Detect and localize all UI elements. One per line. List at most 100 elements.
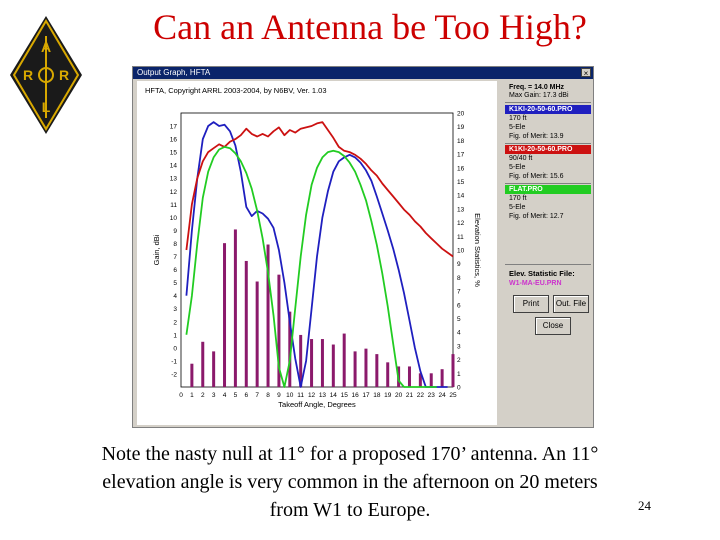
- x-tick-label: 5: [234, 392, 238, 399]
- y-tick-label: 3: [173, 306, 177, 313]
- logo-letter-r-right: R: [59, 67, 69, 83]
- y-tick-label: 6: [173, 267, 177, 274]
- out-file-button[interactable]: Out. File: [553, 295, 589, 313]
- logo-letter-l: L: [42, 99, 51, 115]
- x-tick-label: 9: [277, 392, 281, 399]
- y2-tick-label: 10: [457, 248, 465, 255]
- y2-tick-label: 0: [457, 385, 461, 392]
- series-3-height: 170 ft: [509, 195, 527, 202]
- elevation-stat-bar: [190, 363, 194, 387]
- slide-caption: Note the nasty null at 11° for a propose…: [101, 443, 599, 521]
- series-3-file: FLAT.PRO: [505, 185, 591, 194]
- x-tick-label: 4: [223, 392, 227, 399]
- y2-tick-label: 9: [457, 261, 461, 268]
- series-1-file: K1KI-20-50-60.PRO: [505, 105, 591, 114]
- elevation-stat-bar: [244, 260, 248, 387]
- y-tick-label: -2: [171, 371, 177, 378]
- arrl-diamond-logo: A R R L: [10, 16, 82, 134]
- elevation-stat-bar: [440, 369, 444, 387]
- series-1-height: 170 ft: [509, 115, 527, 122]
- elevation-stat-bar: [364, 348, 368, 387]
- y-axis-label: Gain, dBi: [152, 234, 161, 265]
- hfta-output-window: Output Graph, HFTA × HFTA, Copyright ARR…: [132, 66, 594, 428]
- logo-letter-a: A: [41, 39, 51, 55]
- y-tick-label: 10: [170, 215, 178, 222]
- elev-stat-label: Elev. Statistic File:: [509, 269, 575, 278]
- y-tick-label: 7: [173, 254, 177, 261]
- y-tick-label: 14: [170, 163, 178, 170]
- series-line-2: [185, 121, 454, 258]
- window-close-icon[interactable]: ×: [581, 68, 591, 78]
- x-tick-label: 20: [395, 392, 403, 399]
- y2-tick-label: 12: [457, 220, 465, 227]
- x-tick-label: 24: [439, 392, 447, 399]
- series-3-elements: 5-Ele: [509, 204, 526, 211]
- elevation-stat-bar: [342, 333, 346, 387]
- elevation-stat-bar: [255, 281, 259, 387]
- x-tick-label: 2: [201, 392, 205, 399]
- y2-tick-label: 6: [457, 302, 461, 309]
- y2-tick-label: 15: [457, 179, 465, 186]
- x-tick-label: 14: [330, 392, 338, 399]
- x-tick-label: 21: [406, 392, 414, 399]
- series-3-merit: Fig. of Merit: 12.7: [509, 213, 564, 220]
- x-tick-label: 25: [449, 392, 457, 399]
- elevation-stat-bar: [429, 373, 433, 387]
- window-title: Output Graph, HFTA: [137, 68, 211, 77]
- y-tick-label: 5: [173, 280, 177, 287]
- y-tick-label: 15: [170, 150, 178, 157]
- y-tick-label: 4: [173, 293, 177, 300]
- y2-tick-label: 7: [457, 289, 461, 296]
- chart-title: HFTA, Copyright ARRL 2003-2004, by N6BV,…: [145, 86, 327, 95]
- gain-chart: 0 1 2 3 4 5 6 7 8 9 10 11 12 13 14 15 16 17 18 19 20 21 22 23 24…: [152, 111, 482, 410]
- close-button[interactable]: Close: [535, 317, 571, 335]
- series-2-height: 90/40 ft: [509, 155, 533, 162]
- page-number: 24: [638, 498, 651, 513]
- x-tick-label: 17: [362, 392, 370, 399]
- y2-tick-label: 13: [457, 206, 465, 213]
- y2-tick-label: 1: [457, 371, 461, 378]
- series-1-elements: 5-Ele: [509, 124, 526, 131]
- side-panel: Freq. = 14.0 MHz Max Gain: 17.3 dBi K1KI…: [505, 81, 591, 425]
- x-tick-label: 12: [308, 392, 316, 399]
- elevation-stat-bar: [233, 229, 237, 387]
- x-tick-label: 10: [286, 392, 294, 399]
- y-tick-label: 8: [173, 241, 177, 248]
- elevation-stat-bar: [331, 344, 335, 387]
- print-button[interactable]: Print: [513, 295, 549, 313]
- y2-tick-label: 18: [457, 138, 465, 145]
- max-gain-readout: Max Gain: 17.3 dBi: [509, 92, 569, 99]
- y2-tick-label: 11: [457, 234, 464, 241]
- elevation-stat-bar: [201, 341, 205, 387]
- y-tick-label: 11: [170, 202, 177, 209]
- elevation-stat-bar: [353, 351, 357, 387]
- y-tick-label: 16: [170, 137, 178, 144]
- elevation-stat-bar: [288, 311, 292, 387]
- elevation-stat-bar: [266, 244, 270, 387]
- slide-title: Can an Antenna be Too High?: [153, 7, 587, 47]
- elevation-stat-bar: [310, 339, 314, 387]
- window-titlebar[interactable]: Output Graph, HFTA ×: [133, 67, 593, 79]
- y-tick-label: 13: [170, 176, 178, 183]
- elevation-stat-bar: [451, 354, 455, 387]
- elevation-stat-bar: [212, 351, 216, 387]
- y2-tick-label: 17: [457, 152, 465, 159]
- divider: [505, 102, 591, 103]
- divider: [505, 183, 591, 184]
- series-2-merit: Fig. of Merit: 15.6: [509, 173, 564, 180]
- x-tick-label: 18: [373, 392, 381, 399]
- elevation-stat-bar: [407, 366, 411, 387]
- series-line-3: [185, 146, 437, 388]
- freq-readout: Freq. = 14.0 MHz: [509, 84, 565, 91]
- x-tick-label: 11: [297, 392, 304, 399]
- y-tick-label: 2: [173, 319, 177, 326]
- y2-tick-label: 20: [457, 111, 465, 118]
- x-tick-label: 7: [255, 392, 259, 399]
- elevation-stat-bar: [223, 243, 227, 387]
- divider: [505, 264, 591, 265]
- y2-tick-label: 3: [457, 343, 461, 350]
- series-2-file: K1KI-20-50-60.PRO: [505, 145, 591, 154]
- y-tick-label: -1: [171, 358, 177, 365]
- elevation-stat-bar: [320, 339, 324, 387]
- x-axis-label: Takeoff Angle, Degrees: [278, 400, 356, 409]
